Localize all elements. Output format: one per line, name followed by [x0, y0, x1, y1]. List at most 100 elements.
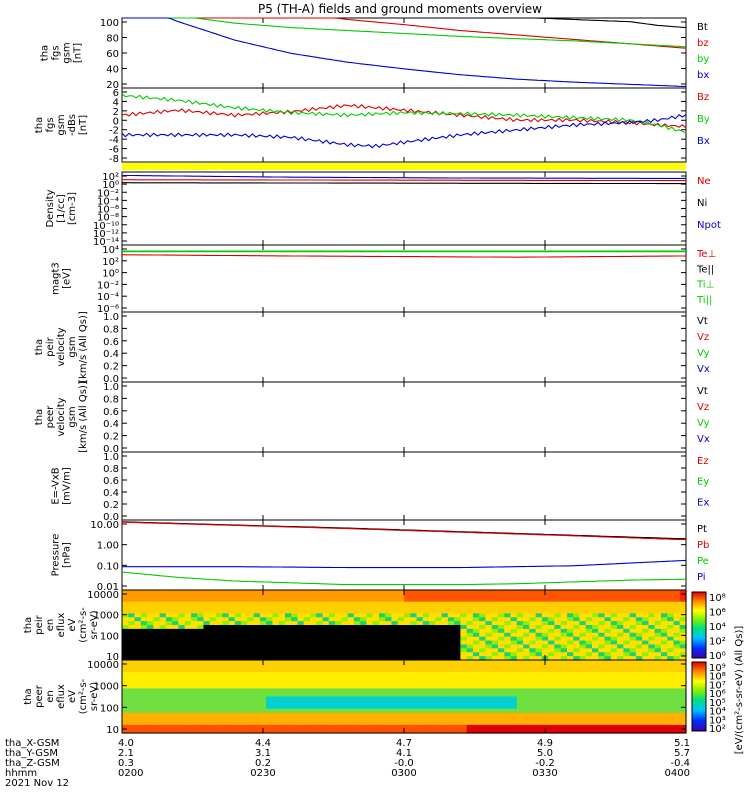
spectrogram-cell	[617, 621, 624, 626]
spectrogram-cell	[523, 636, 530, 642]
spectrogram-cell	[516, 728, 524, 734]
spectrogram-cell	[140, 632, 148, 638]
spectrogram-cell	[441, 700, 449, 706]
spectrogram-cell	[310, 644, 317, 649]
spectrogram-cell	[441, 617, 449, 622]
spectrogram-cell	[422, 696, 430, 702]
spectrogram-cell	[159, 712, 167, 718]
spectrogram-cell	[635, 688, 643, 694]
spectrogram-cell	[385, 617, 393, 622]
spectrogram-cell	[360, 590, 367, 595]
spectrogram-cell	[341, 684, 349, 689]
spectrogram-cell	[272, 660, 280, 665]
spectrogram-cell	[291, 625, 299, 630]
spectrogram-cell	[454, 720, 461, 726]
spectrogram-cell	[284, 720, 292, 726]
spectrogram-cell	[278, 716, 286, 722]
spectrogram-cell	[554, 696, 562, 702]
spectrogram-cell	[416, 605, 424, 611]
spectrogram-cell	[554, 680, 562, 685]
spectrogram-cell	[566, 609, 574, 614]
spectrogram-cell	[335, 712, 342, 718]
spectrogram-cell	[222, 716, 230, 722]
spectrogram-cell	[560, 708, 568, 714]
spectrogram-cell	[134, 625, 142, 630]
legend-by: By	[697, 114, 710, 125]
spectrogram-cell	[429, 652, 436, 657]
spectrogram-cell	[341, 664, 349, 669]
spectrogram-cell	[579, 593, 587, 599]
spectrogram-cell	[466, 617, 474, 622]
spectrogram-cell	[654, 688, 662, 694]
spectrogram-cell	[441, 692, 449, 698]
spectrogram-cell	[623, 660, 631, 665]
spectrogram-cell	[366, 680, 374, 685]
spectrogram-cell	[335, 621, 342, 626]
spectrogram-cell	[297, 640, 305, 646]
spectrogram-cell	[510, 696, 518, 702]
y-axis-label: peir	[45, 336, 56, 356]
spectrogram-cell	[190, 656, 198, 661]
spectrogram-cell	[667, 708, 675, 714]
spectrogram-cell	[504, 628, 512, 634]
spectrogram-cell	[353, 700, 361, 706]
spectrogram-cell	[297, 684, 305, 689]
spectrogram-cell	[272, 676, 280, 681]
spectrogram-cell	[122, 672, 129, 677]
spectrogram-cell	[422, 664, 430, 669]
spectrogram-cell	[341, 712, 349, 718]
spectrogram-cell	[635, 648, 643, 653]
series-line-bx	[122, 17, 687, 88]
spectrogram-cell	[416, 712, 424, 718]
spectrogram-cell	[535, 640, 543, 646]
spectrogram-cell	[648, 696, 656, 702]
spectrogram-cell	[679, 664, 687, 669]
spectrogram-cell	[654, 613, 662, 618]
spectrogram-cell	[642, 676, 649, 681]
spectrogram-cell	[416, 656, 424, 661]
spectrogram-cell	[266, 648, 273, 653]
spectrogram-cell	[159, 652, 167, 657]
spectrogram-cell	[172, 590, 179, 595]
spectrogram-cell	[322, 728, 330, 734]
spectrogram-cell	[429, 605, 436, 611]
spectrogram-cell	[247, 625, 255, 630]
ytick-label: 2	[113, 107, 119, 118]
spectrogram-cell	[147, 660, 154, 665]
y-axis-label: eV	[67, 690, 78, 703]
spectrogram-cell	[291, 640, 299, 646]
spectrogram-cell	[172, 728, 179, 734]
spectrogram-cell	[447, 720, 455, 726]
spectrogram-cell	[598, 636, 606, 642]
spectrogram-cell	[667, 656, 675, 661]
spectrogram-cell	[310, 728, 317, 734]
spectrogram-cell	[234, 700, 242, 706]
spectrogram-cell	[228, 648, 236, 653]
spectrogram-cell	[159, 628, 167, 634]
spectrogram-cell	[422, 684, 430, 689]
spectrogram-cell	[291, 680, 299, 685]
spectrogram-cell	[134, 664, 142, 669]
spectrogram-cell	[190, 712, 198, 718]
spectrogram-cell	[673, 597, 681, 603]
spectrogram-cell	[623, 668, 631, 673]
spectrogram-cell	[165, 628, 173, 634]
spectrogram-cell	[335, 728, 342, 734]
spectrogram-cell	[203, 636, 211, 642]
spectrogram-cell	[598, 644, 606, 649]
spectrogram-cell	[523, 672, 530, 677]
legend-pi: Pi	[697, 572, 706, 583]
spectrogram-cell	[378, 700, 386, 706]
spectrogram-cell	[134, 593, 142, 599]
spectrogram-cell	[335, 590, 342, 595]
spectrogram-cell	[378, 656, 386, 661]
spectrogram-cell	[435, 625, 443, 630]
spectrogram-cell	[472, 605, 480, 611]
spectrogram-cell	[604, 700, 612, 706]
spectrogram-cell	[178, 632, 186, 638]
spectrogram-cell	[297, 593, 305, 599]
spectrogram-cell	[604, 660, 612, 665]
spectrogram-cell	[498, 601, 505, 607]
spectrogram-cell	[272, 601, 280, 607]
